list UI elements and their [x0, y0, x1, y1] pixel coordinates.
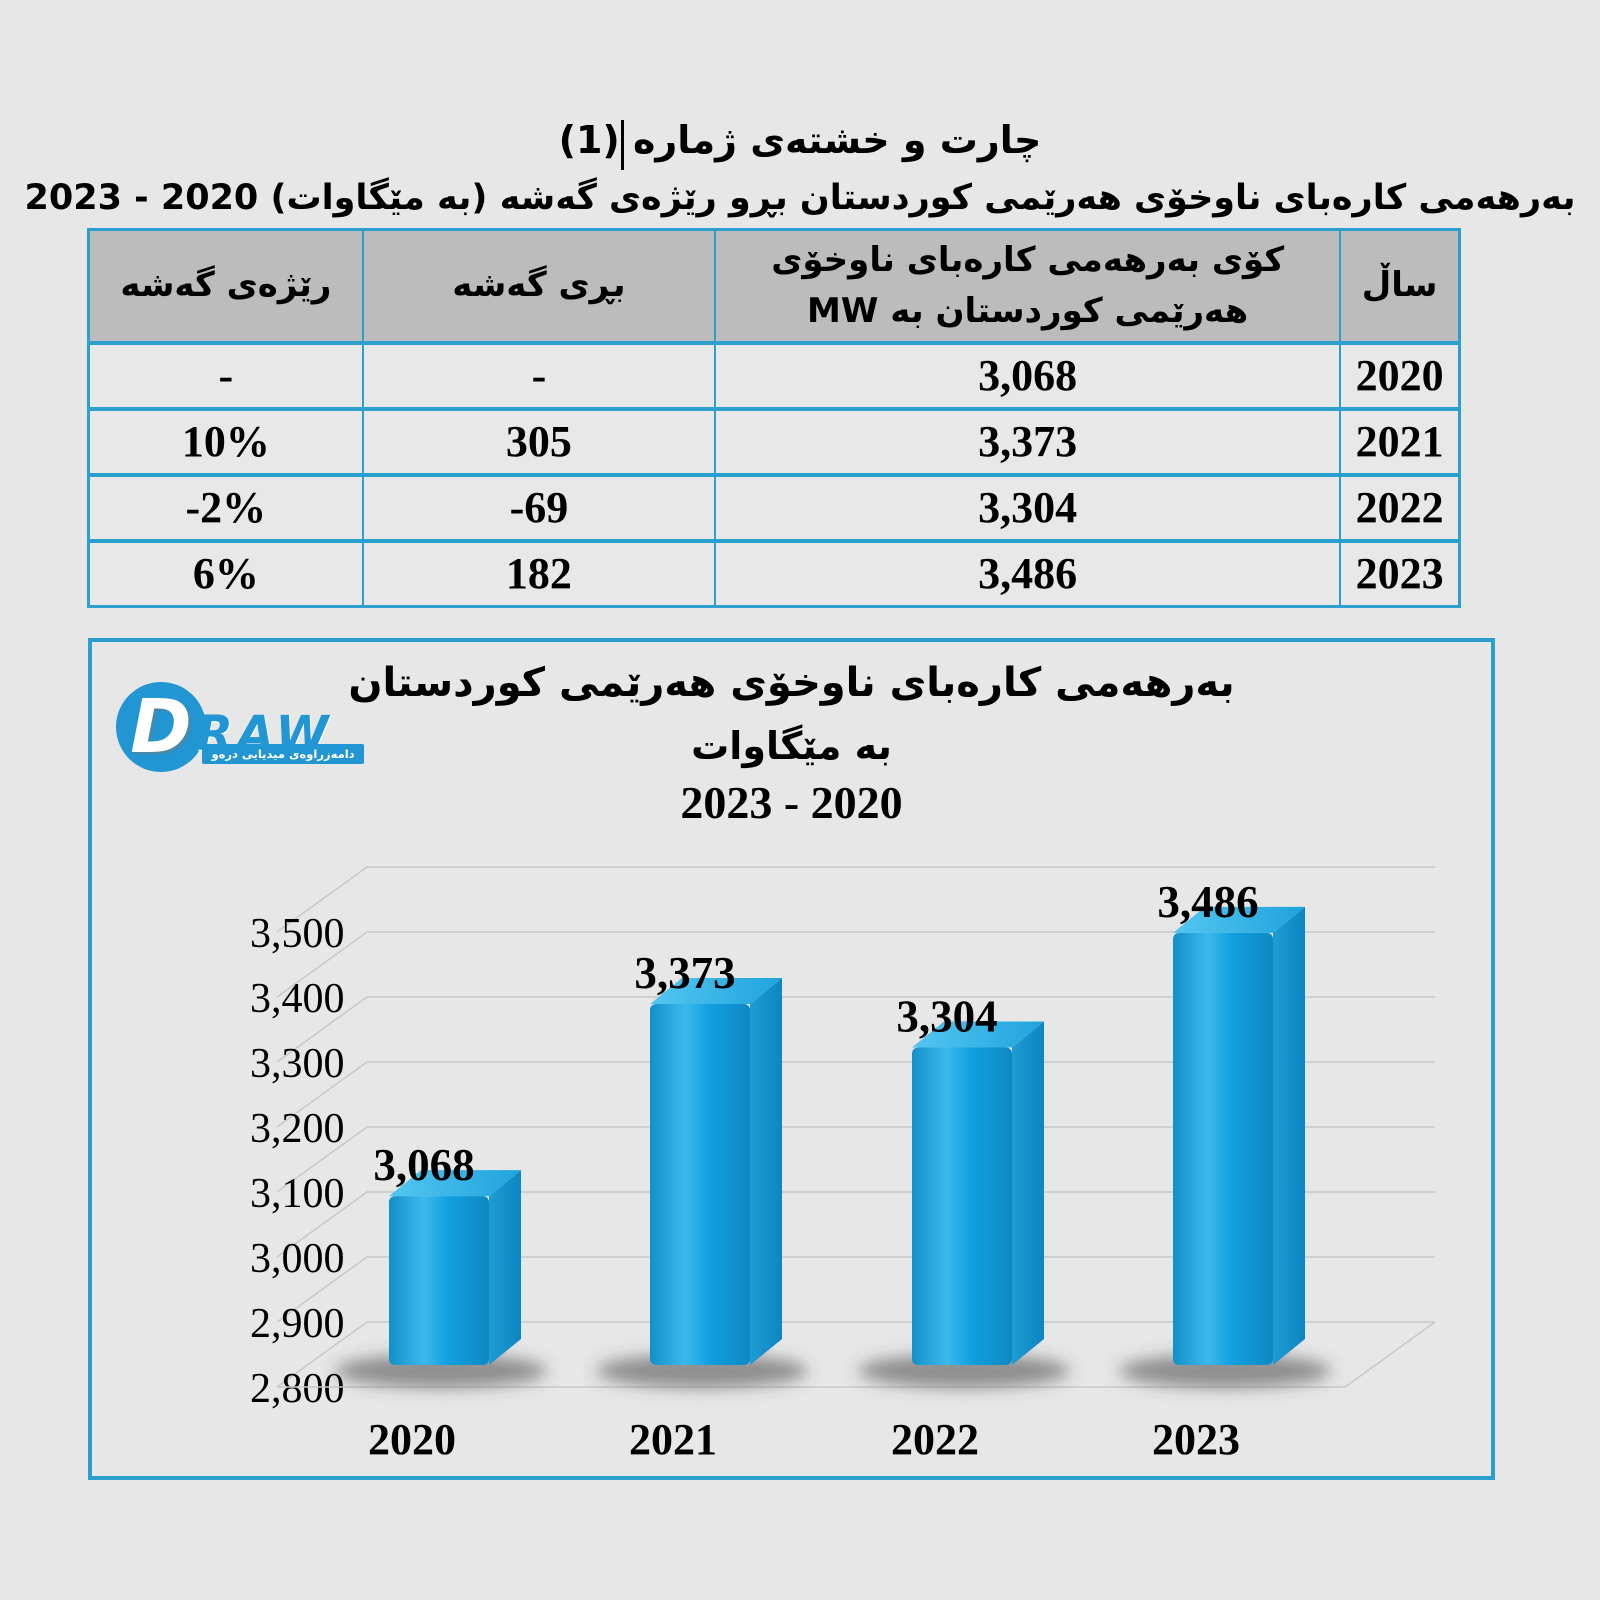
bar-group-2020: 3,068	[335, 1140, 547, 1388]
bar-front-face	[912, 1047, 1012, 1365]
x-axis-label: 2021	[629, 1415, 717, 1464]
draw-logo-d-letter: D	[130, 684, 192, 770]
bar-shadow	[335, 1354, 547, 1388]
draw-logo-circle	[116, 682, 206, 772]
gridline	[276, 866, 1435, 933]
table-cell: 2022	[1339, 472, 1461, 542]
y-axis-label: 3,400	[250, 976, 345, 1022]
table-cell: -	[87, 340, 364, 410]
bar-side-face	[1012, 1021, 1044, 1365]
gridline	[276, 1321, 1435, 1388]
table-cell: 3,486	[714, 538, 1342, 608]
y-axis-label: 3,000	[250, 1236, 345, 1282]
y-axis-label: 2,800	[250, 1366, 345, 1412]
chart-title-line2: بە مێگاوات	[691, 724, 892, 768]
table-row-2023: 2023 3,486 182 6%	[87, 538, 1461, 608]
bar-group-2023: 3,486	[1119, 877, 1331, 1388]
bar-shadow	[858, 1354, 1070, 1388]
table-cell: -69	[361, 472, 717, 542]
table-row-2022: 2022 3,304 -69 -2%	[87, 472, 1461, 542]
bar-chart: 2,800 2,900 3,000 3,100 3,200 3,300 3,400 3,500…	[250, 866, 1436, 1464]
data-table: ساڵ کۆی بەرهەمی کارەبای ناوخۆی هەرێمی کور…	[87, 228, 1461, 608]
table-row-2020: 2020 3,068- -	[87, 340, 1461, 410]
bar-value-label: 3,304	[896, 991, 997, 1041]
gridline	[276, 1191, 1435, 1258]
chart-title-line1: بەرهەمی کارەبای ناوخۆی هەرێمی کوردستان	[348, 660, 1235, 706]
table-header-row: ساڵ کۆی بەرهەمی کارەبای ناوخۆی هەرێمی کور…	[87, 228, 1461, 344]
table-cell: 2020	[1339, 340, 1461, 410]
table-body: 2020 3,068- -2021 3,373 305 10% 2022 3,304 -69 -2…	[87, 340, 1461, 608]
table-header-cell-0: ساڵ	[1339, 228, 1461, 344]
table-row-2021: 2021 3,373 305 10%	[87, 406, 1461, 476]
bar-top-face	[912, 1021, 1044, 1048]
bar-side-face	[489, 1170, 521, 1365]
table-cell: 2021	[1339, 406, 1461, 476]
x-axis-label: 2022	[891, 1415, 979, 1464]
bar-front-face	[1173, 932, 1273, 1365]
y-axis-label: 3,100	[250, 1171, 345, 1217]
y-axis-label: 2,900	[250, 1301, 345, 1347]
table-header-cell-1: کۆی بەرهەمی کارەبای ناوخۆی هەرێمی کوردست…	[714, 228, 1342, 344]
gridline	[276, 996, 1435, 1063]
table-cell: 305	[361, 406, 717, 476]
table-cell: 182	[361, 538, 717, 608]
draw-logo-tagline: دامەزراوەی میدیایی درەو	[202, 744, 364, 764]
data-table-wrap: ساڵ کۆی بەرهەمی کارەبای ناوخۆی هەرێمی کور…	[87, 228, 1461, 608]
table-cell: 3,068	[714, 340, 1342, 410]
bar-value-label: 3,373	[634, 948, 735, 998]
bar-front-face	[650, 1004, 750, 1365]
gridline	[276, 1061, 1435, 1128]
y-axis-label: 3,300	[250, 1041, 345, 1087]
text-cursor	[621, 120, 624, 170]
bar-shadow	[596, 1354, 808, 1388]
bar-shadow	[1119, 1354, 1331, 1388]
gridline	[276, 1126, 1435, 1193]
table-cell: 10%	[87, 406, 364, 476]
gridline	[276, 1256, 1435, 1323]
page-subtitle: بەرهەمی کارەبای ناوخۆی هەرێمی کوردستان ب…	[24, 178, 1576, 218]
table-cell: 6%	[87, 538, 364, 608]
chart-panel: D RAW دامەزراوەی میدیایی درەو بەرهەمی کا…	[88, 638, 1495, 1480]
gridline	[276, 931, 1435, 998]
bar-value-label: 3,068	[373, 1140, 474, 1190]
draw-logo: D RAW دامەزراوەی میدیایی درەو	[116, 682, 366, 777]
bar-value-label: 3,486	[1157, 877, 1258, 927]
bar-top-face	[650, 978, 782, 1005]
table-header-cell-2: بڕی گەشە	[361, 228, 717, 344]
chart-title-line3: 2020 - 2023	[680, 777, 903, 828]
bar-front-face	[389, 1196, 489, 1365]
bar-top-face	[1173, 906, 1305, 933]
table-cell: 3,304	[714, 472, 1342, 542]
page-title: چارت و خشتەی ژمارە (1)	[558, 118, 1042, 162]
x-axis-label: 2020	[368, 1415, 456, 1464]
y-axis-label: 3,500	[250, 911, 345, 957]
table-cell: -	[361, 340, 717, 410]
table-cell: -2%	[87, 472, 364, 542]
table-header-cell-3: رێژەی گەشە	[87, 228, 364, 344]
bar-group-2021: 3,373	[596, 948, 808, 1388]
bar-side-face	[750, 978, 782, 1365]
bar-group-2022: 3,304	[858, 991, 1070, 1388]
y-axis-label: 3,200	[250, 1106, 345, 1152]
table-cell: 2023	[1339, 538, 1461, 608]
bar-side-face	[1273, 906, 1305, 1365]
floor-edge	[277, 1321, 1436, 1388]
x-axis-label: 2023	[1152, 1415, 1240, 1464]
bar-top-face	[389, 1170, 521, 1197]
table-cell: 3,373	[714, 406, 1342, 476]
